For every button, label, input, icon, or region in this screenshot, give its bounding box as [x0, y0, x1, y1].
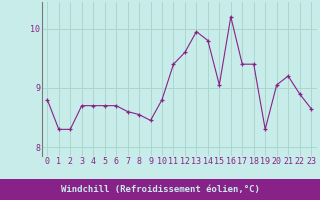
Text: Windchill (Refroidissement éolien,°C): Windchill (Refroidissement éolien,°C) — [60, 185, 260, 194]
